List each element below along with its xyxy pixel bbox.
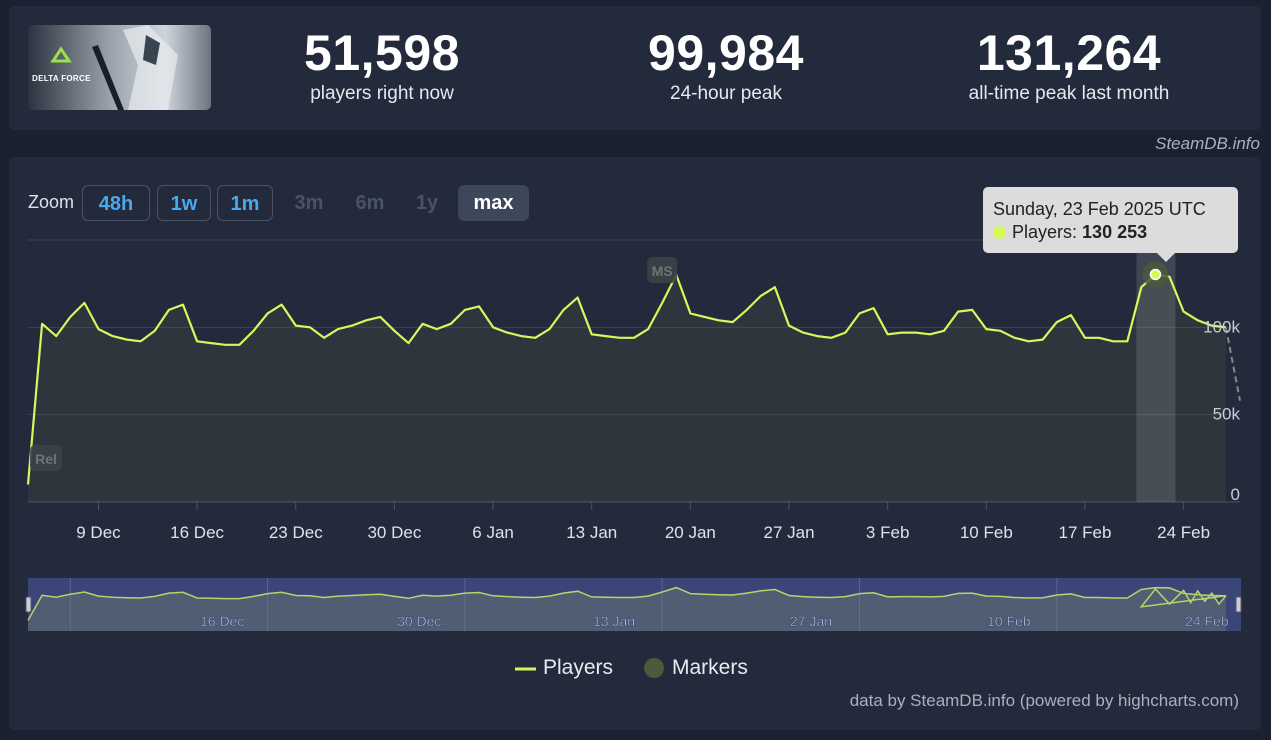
x-tick-label: 10 Feb xyxy=(960,523,1013,542)
navigator-tick-label: 16 Dec xyxy=(200,613,244,629)
x-axis-ticks: 9 Dec 16 Dec 23 Dec 30 Dec 6 Jan 13 Jan 20 Jan… xyxy=(76,502,1210,542)
tooltip-series-dot xyxy=(993,226,1006,239)
zoom-1w-button[interactable]: 1w xyxy=(157,185,211,221)
players-series-line xyxy=(26,273,1227,485)
x-tick-label: 9 Dec xyxy=(76,523,121,542)
legend-players[interactable]: Players xyxy=(543,656,614,679)
x-tick-label: 16 Dec xyxy=(170,523,224,542)
zoom-48h-button[interactable]: 48h xyxy=(82,185,150,221)
zoom-3m-button[interactable]: 3m xyxy=(294,192,324,214)
y-tick-label: 0 xyxy=(1231,485,1240,504)
stat-current-players: 51,598 players right now xyxy=(222,24,542,106)
tooltip-value: 130 253 xyxy=(1082,222,1148,242)
x-tick-label: 17 Feb xyxy=(1059,523,1112,542)
x-tick-label: 24 Feb xyxy=(1157,523,1210,542)
tooltip-series-name: Players: xyxy=(1012,222,1078,242)
navigator-handle-right xyxy=(1235,596,1242,613)
stat-value: 131,264 xyxy=(976,25,1162,81)
x-tick-label: 6 Jan xyxy=(472,523,514,542)
navigator-tick-label: 10 Feb xyxy=(987,613,1031,629)
logo-text: DELTA FORCE xyxy=(32,74,91,83)
legend-markers[interactable]: Markers xyxy=(672,656,748,679)
tooltip-date: Sunday, 23 Feb 2025 UTC xyxy=(993,199,1206,219)
y-tick-label: 100k xyxy=(1203,317,1240,336)
navigator-tick-label: 13 Jan xyxy=(593,613,635,629)
projected-line xyxy=(1224,327,1241,401)
navigator-tick-label: 30 Dec xyxy=(397,613,441,629)
stat-value: 99,984 xyxy=(648,25,804,81)
tooltip-arrow xyxy=(1157,253,1175,262)
zoom-label: Zoom xyxy=(28,192,75,212)
players-line xyxy=(26,261,1241,485)
game-logo[interactable]: DELTA FORCE xyxy=(28,25,211,110)
x-tick-label: 23 Dec xyxy=(269,523,323,542)
chart-markers: Rel MS xyxy=(30,257,678,471)
stat-value: 51,598 xyxy=(304,25,460,81)
x-tick-label: 13 Jan xyxy=(566,523,617,542)
marker-badge xyxy=(647,257,678,283)
stat-label: players right now xyxy=(310,83,454,104)
navigator-area xyxy=(28,587,1226,631)
marker-label: MS xyxy=(652,263,673,279)
navigator-tick-label: 27 Jan xyxy=(790,613,832,629)
navigator-line xyxy=(27,586,1227,621)
zoom-max-button[interactable]: max xyxy=(458,185,529,221)
y-axis-ticks: 0 50k 100k xyxy=(1203,317,1240,504)
x-tick-label: 30 Dec xyxy=(367,523,421,542)
navigator-tick-label: 24 Feb xyxy=(1185,613,1229,629)
stat-all-time-peak: 131,264 all-time peak last month xyxy=(909,24,1229,106)
zoom-1y-button[interactable]: 1y xyxy=(415,192,439,214)
x-tick-label: 20 Jan xyxy=(665,523,716,542)
legend-symbols xyxy=(515,658,664,678)
navigator-background xyxy=(28,578,1241,631)
tooltip: Sunday, 23 Feb 2025 UTC Players: 130 253 xyxy=(983,187,1238,262)
players-area-fill xyxy=(28,274,1226,502)
x-tick-label: 3 Feb xyxy=(866,523,909,542)
navigator: 16 Dec 30 Dec 13 Jan 27 Jan 10 Feb 24 Feb xyxy=(25,578,1242,631)
marker-badge xyxy=(30,445,62,471)
stats-panel: DELTA FORCE 51,598 players right now 99,… xyxy=(9,6,1261,130)
steamdb-credit[interactable]: SteamDB.info xyxy=(1155,134,1260,153)
stat-label: 24-hour peak xyxy=(670,83,782,104)
stat-24h-peak: 99,984 24-hour peak xyxy=(566,24,886,106)
x-tick-label: 27 Jan xyxy=(763,523,814,542)
navigator-handle-left xyxy=(25,596,32,613)
marker-label: Rel xyxy=(35,451,57,467)
players-area xyxy=(28,274,1226,502)
highcharts-credit[interactable]: data by SteamDB.info (powered by highcha… xyxy=(849,691,1239,710)
hover-point xyxy=(1149,268,1162,281)
y-tick-label: 50k xyxy=(1213,405,1241,424)
zoom-1m-button[interactable]: 1m xyxy=(217,185,273,221)
stat-label: all-time peak last month xyxy=(968,83,1170,104)
zoom-6m-button[interactable]: 6m xyxy=(355,192,385,214)
legend-markers-symbol xyxy=(644,658,664,678)
tooltip-value-row: Players: 130 253 xyxy=(993,222,1147,243)
